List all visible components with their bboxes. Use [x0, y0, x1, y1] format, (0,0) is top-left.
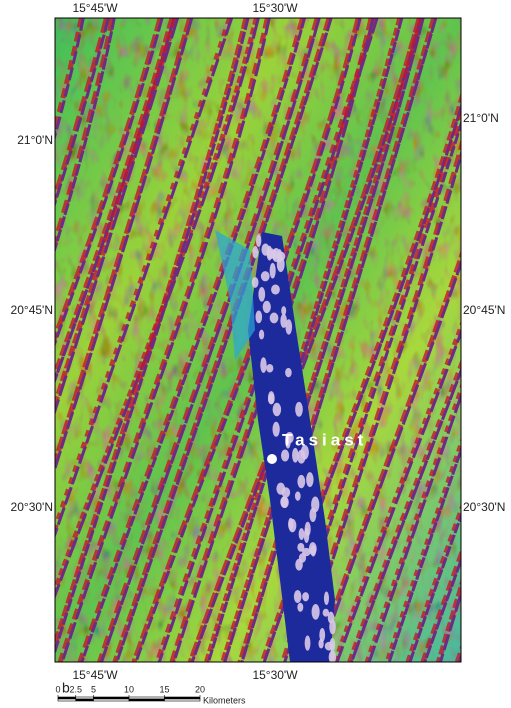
anomaly	[295, 491, 301, 500]
anomaly	[280, 314, 287, 328]
scale-tick-label: 5	[91, 684, 96, 694]
anomaly	[252, 246, 258, 258]
anomaly	[302, 592, 309, 601]
lat-label: 21°0'N	[17, 133, 53, 147]
anomaly	[329, 619, 336, 634]
map-image	[0, 18, 511, 664]
anomaly	[252, 277, 259, 288]
scale-unit: Kilometers	[203, 695, 246, 705]
lat-label: 21°0'N	[463, 111, 499, 125]
anomaly	[297, 450, 305, 464]
scale-tick-label: 2.5	[69, 684, 82, 694]
anomaly	[272, 422, 279, 437]
anomaly	[270, 263, 276, 279]
anomaly	[273, 403, 282, 417]
anomaly	[285, 368, 292, 377]
anomaly	[323, 609, 329, 617]
scale-segment	[129, 699, 165, 701]
scale-segment	[58, 699, 76, 701]
anomaly	[319, 628, 325, 642]
place-label: Tasiast	[282, 430, 367, 449]
anomaly	[259, 330, 264, 340]
map-figure: Tasiast 15°45'W 15°30'W 15°45'W 15°30'W …	[0, 0, 511, 708]
anomaly	[305, 636, 311, 651]
anomaly	[270, 313, 279, 324]
anomaly	[310, 545, 316, 557]
anomaly	[302, 548, 311, 556]
lat-label: 20°30'N	[463, 500, 505, 514]
anomaly	[288, 518, 293, 530]
anomaly	[294, 590, 302, 603]
lat-label: 20°45'N	[463, 303, 505, 317]
lon-label: 15°30'W	[252, 668, 298, 682]
lat-label: 20°45'N	[11, 303, 53, 317]
anomaly	[266, 364, 273, 373]
anomaly	[258, 287, 265, 302]
anomaly	[263, 301, 271, 313]
anomaly	[255, 311, 262, 324]
anomaly	[261, 271, 270, 281]
anomaly	[256, 235, 261, 247]
anomaly	[306, 472, 313, 487]
scale-segment	[165, 699, 201, 701]
anomaly	[297, 603, 303, 612]
anomaly	[312, 604, 320, 620]
anomaly	[281, 306, 286, 315]
lon-label: 15°45'W	[72, 1, 118, 15]
anomaly	[282, 487, 291, 497]
scale-tick-label: 0	[55, 684, 60, 694]
lon-label: 15°45'W	[72, 668, 118, 682]
scale-segment	[76, 699, 94, 701]
anomaly	[271, 284, 280, 294]
scale-segment	[94, 699, 130, 701]
anomaly	[277, 252, 285, 261]
anomaly	[280, 496, 288, 507]
anomaly	[268, 391, 275, 404]
anomaly	[260, 357, 266, 373]
anomaly	[281, 450, 289, 462]
anomaly	[309, 508, 316, 522]
scale-tick-label: 15	[159, 684, 169, 694]
anomaly	[261, 243, 269, 255]
anomaly	[324, 592, 329, 605]
anomaly	[297, 475, 305, 488]
lat-label: 20°30'N	[11, 500, 53, 514]
anomaly	[295, 402, 303, 417]
anomaly	[305, 522, 311, 537]
scale-tick-label: 10	[124, 684, 134, 694]
anomaly	[299, 528, 305, 540]
place-marker	[267, 454, 277, 464]
anomaly	[330, 638, 336, 652]
lon-label: 15°30'W	[252, 1, 298, 15]
scale-tick-label: 20	[195, 684, 205, 694]
